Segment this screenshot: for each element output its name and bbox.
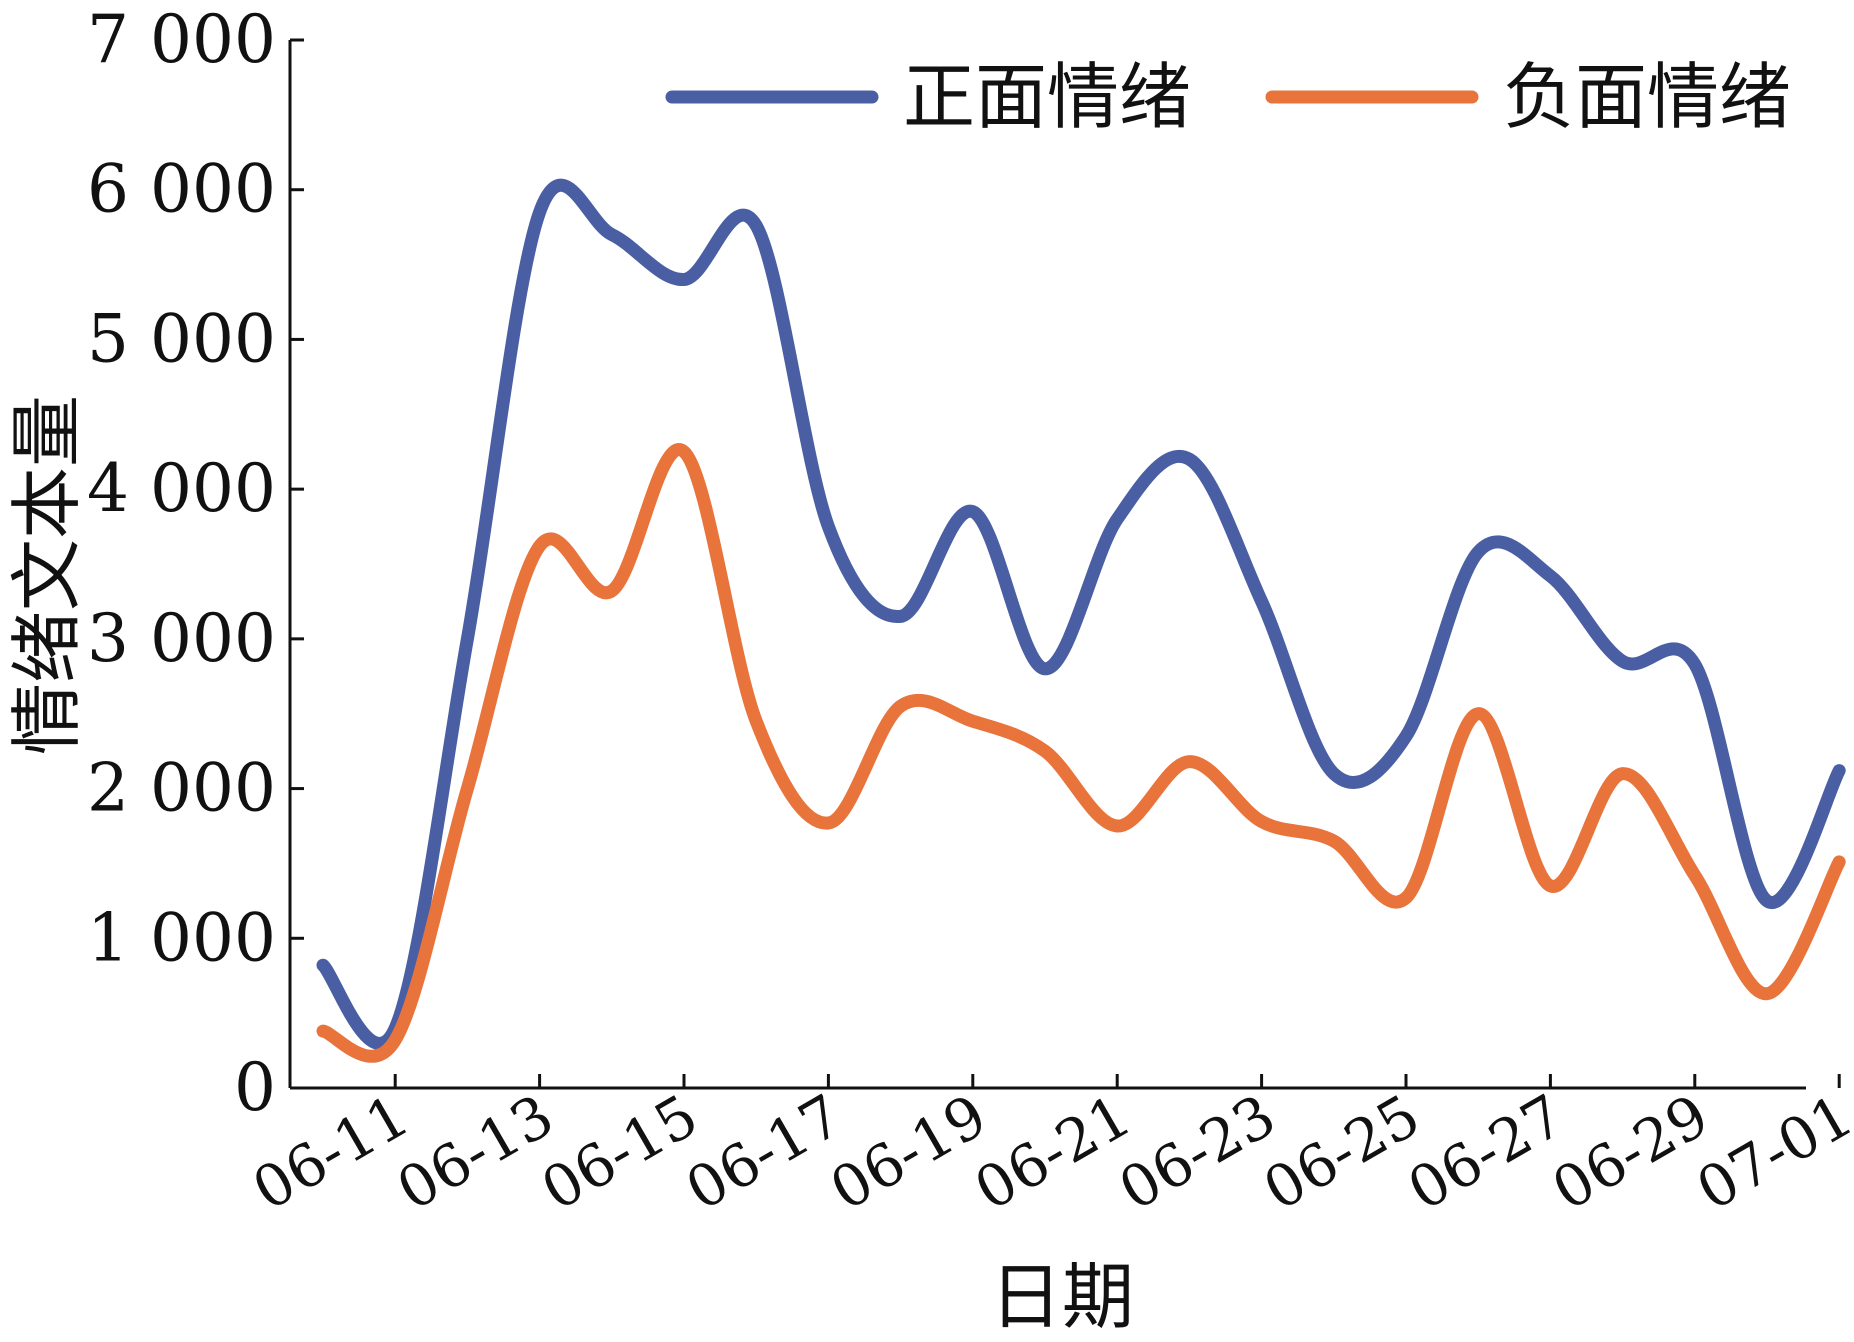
y-tick-label: 0 bbox=[234, 1049, 276, 1126]
y-tick-label: 2 000 bbox=[87, 750, 276, 827]
x-axis-title: 日期 bbox=[990, 1255, 1134, 1339]
series-line-negative bbox=[316, 442, 1846, 1063]
y-axis-ticks: 0 1 000 2 000 3 000 4 000 5 000 6 000 7 000 bbox=[87, 1, 304, 1126]
series-layer bbox=[316, 178, 1846, 1063]
x-tick-label: 06-25 bbox=[1252, 1081, 1431, 1223]
y-tick-label: 4 000 bbox=[87, 450, 276, 527]
x-tick-label: 06-29 bbox=[1541, 1081, 1720, 1223]
x-tick-label: 06-13 bbox=[386, 1081, 565, 1223]
x-tick-label: 06-19 bbox=[819, 1081, 998, 1223]
legend-label: 负面情绪 bbox=[1503, 55, 1791, 139]
x-tick-label: 06-17 bbox=[675, 1081, 854, 1223]
x-tick-label: 06-27 bbox=[1397, 1081, 1576, 1223]
x-axis-ticks: 06-1106-1306-1506-1706-1906-2106-2306-25… bbox=[241, 1074, 1854, 1224]
y-tick-label: 3 000 bbox=[87, 600, 276, 677]
y-tick-label: 7 000 bbox=[87, 1, 276, 78]
y-tick-label: 1 000 bbox=[87, 899, 276, 976]
x-tick-label: 06-23 bbox=[1108, 1081, 1287, 1223]
legend-label: 正面情绪 bbox=[903, 55, 1191, 139]
y-tick-label: 5 000 bbox=[87, 300, 276, 377]
x-tick-label: 06-15 bbox=[530, 1081, 709, 1223]
series-line-positive bbox=[316, 178, 1846, 1050]
legend: 正面情绪 负面情绪 bbox=[665, 55, 1791, 139]
x-tick-label: 07-01 bbox=[1685, 1081, 1854, 1223]
y-axis-title: 情绪文本量 bbox=[5, 395, 89, 755]
x-tick-label: 06-21 bbox=[963, 1081, 1142, 1223]
y-tick-label: 6 000 bbox=[87, 151, 276, 228]
